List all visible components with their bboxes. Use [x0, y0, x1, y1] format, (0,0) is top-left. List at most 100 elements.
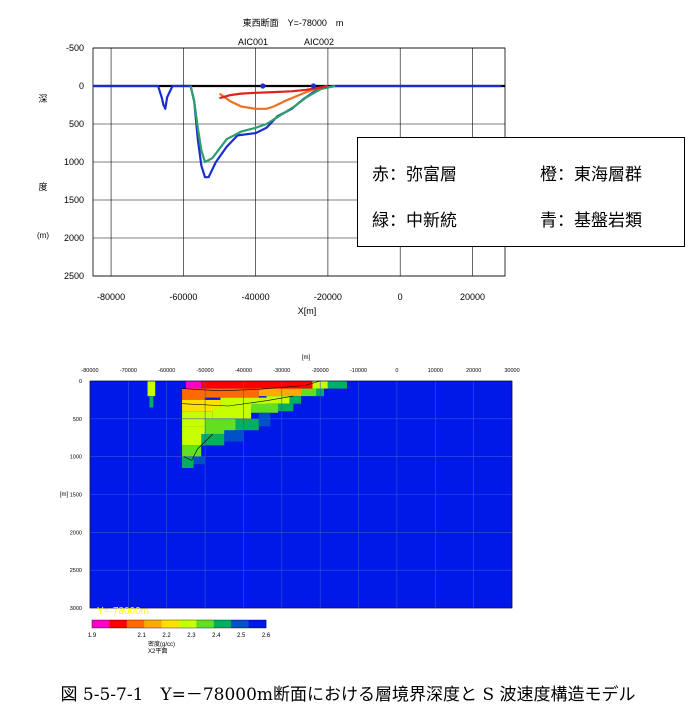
heatmap-cell [289, 396, 301, 404]
colorbar-swatch [252, 620, 258, 628]
y-tick-label: -500 [66, 43, 84, 53]
heatmap-cell [183, 468, 188, 484]
density-contour-1 [182, 395, 294, 407]
legend-red: 赤：弥富層 [372, 165, 457, 185]
heatmap-cell [182, 456, 194, 469]
colorbar-swatch [122, 620, 128, 628]
heatmap-y-tick-label: 0 [79, 379, 82, 385]
y-tick-label: 0 [79, 81, 84, 91]
colorbar-tick-label: 2.3 [187, 633, 196, 639]
colorbar-swatch [218, 620, 223, 628]
heatmap-x-tick-label: 30000 [504, 368, 519, 374]
heatmap-x-tick-label: 10000 [428, 368, 443, 374]
colorbar-swatch [235, 620, 241, 628]
heatmap-cell [235, 418, 259, 431]
boundary-line-1 [189, 84, 336, 164]
chart-title: 東西断面 Y=-78000 m [243, 17, 344, 28]
colorbar-swatch [135, 620, 141, 628]
colorbar-swatch [105, 620, 110, 628]
colorbar-swatch [118, 620, 123, 628]
y-tick-label: 1500 [64, 195, 84, 205]
colorbar-frame [91, 619, 267, 629]
colorbar-tick-label: 2.2 [162, 633, 171, 639]
heatmap-cell [327, 381, 348, 389]
y-tick-label: 1000 [64, 157, 84, 167]
heatmap-cell [251, 403, 278, 413]
colorbar-tick-label: 2.6 [262, 633, 271, 639]
heatmap-cell [182, 399, 221, 412]
colorbar-swatch [148, 620, 154, 628]
colorbar-tick-label: 2.5 [237, 633, 246, 639]
boundary-line-3 [219, 84, 329, 100]
heatmap-y-tick-label: 3000 [70, 606, 82, 612]
colorbar-swatch [92, 620, 97, 628]
heatmap-contours [182, 380, 321, 461]
heatmap-cell [185, 381, 202, 389]
heatmap-x-tick-label: -60000 [158, 368, 175, 374]
heatmap-cell [205, 388, 259, 398]
heatmap-cell [182, 445, 202, 457]
boundary-lines [93, 83, 502, 179]
well-marker [310, 83, 317, 89]
heatmap-cell [193, 456, 206, 465]
heatmap-cell [266, 396, 290, 404]
legend-orange: 橙：東海層群 [540, 165, 642, 185]
colorbar-swatch [157, 620, 162, 628]
heatmap-x-tick-label: -50000 [197, 368, 214, 374]
colorbar-swatch [248, 620, 254, 628]
colorbar-swatch [96, 620, 101, 628]
colorbar-swatch [109, 620, 115, 628]
depth-section-chart: 東西断面 Y=-78000 m AIC001 AIC002 深 度 (m) X[… [37, 17, 506, 316]
density-contour-2 [183, 433, 214, 461]
heatmap-x-tick-label: 0 [395, 368, 398, 374]
colorbar-swatch [205, 620, 210, 628]
density-section-heatmap: [m] [m] -80000 -70000 -60000 -50000 -40000 -3… [60, 355, 520, 655]
colorbar-swatch [257, 620, 262, 628]
heatmap-axis-ticks: -80000 -70000 -60000 -50000 -40000 -30000 -200… [70, 368, 520, 612]
colorbar-swatch [226, 620, 232, 628]
colorbar-swatch [165, 620, 171, 628]
heatmap-cell [258, 388, 301, 397]
heatmap-cell [149, 396, 154, 408]
heatmap-grid [89, 380, 513, 609]
colorbar-swatch [152, 620, 158, 628]
heatmap-cell [258, 412, 271, 427]
heatmap-x-tick-label: -70000 [120, 368, 137, 374]
heatmap-cell [182, 388, 206, 400]
axis-ticks: -80000 -60000 -40000 -20000 0 20000 -500 0 500 10… [64, 43, 485, 302]
heatmap-x-tick-label: 20000 [466, 368, 481, 374]
heatmap-x-tick-label: -80000 [81, 368, 98, 374]
heatmap-cell [201, 381, 313, 389]
heatmap-y-unit: [m] [60, 492, 69, 498]
heatmap-x-tick-label: -30000 [273, 368, 290, 374]
heatmap-y-tick-label: 1500 [70, 493, 82, 499]
colorbar-swatch [183, 620, 188, 628]
colorbar-tick-label: 1.9 [88, 633, 97, 639]
colorbar-tick-label: 2.1 [138, 633, 147, 639]
colorbar-swatch [222, 620, 228, 628]
y-tick-label: 2000 [64, 233, 84, 243]
colorbar-swatch [200, 620, 206, 628]
well-marker [260, 83, 266, 89]
heatmap-x-tick-label: -20000 [312, 368, 329, 374]
colorbar-swatch [244, 620, 249, 628]
heatmap-cell [147, 381, 156, 397]
y-axis-label-depth-1: 深 [38, 94, 47, 104]
x-tick-label: 20000 [460, 292, 485, 302]
x-axis-label: X[m] [298, 306, 317, 316]
heatmap-y-tick-label: 2500 [70, 568, 82, 574]
heatmap-y-tick-label: 2000 [70, 530, 82, 536]
heatmap-cell [212, 407, 252, 419]
heatmap-y-tick-label: 500 [73, 417, 82, 423]
section-label: Y=-78000m [97, 606, 149, 617]
colorbar-swatch [209, 620, 215, 628]
heatmap-y-tick-label: 1000 [70, 455, 82, 461]
colorbar-sublabel: X2平面 [148, 648, 167, 655]
heatmap-x-tick-label: -40000 [235, 368, 252, 374]
well-label-aic001: AIC001 [238, 37, 268, 47]
colorbar-swatch [170, 620, 175, 628]
colorbar-swatch [126, 620, 132, 628]
heatmap-x-tick-label: -10000 [350, 368, 367, 374]
heatmap-frame [89, 380, 513, 609]
colorbar-tick-label: 2.4 [212, 633, 221, 639]
